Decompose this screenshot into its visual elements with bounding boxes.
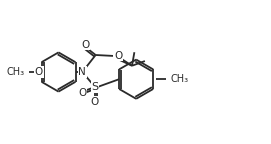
- Text: O: O: [34, 67, 43, 77]
- Text: O: O: [114, 51, 122, 61]
- Text: O: O: [91, 97, 99, 107]
- Text: CH₃: CH₃: [7, 67, 25, 76]
- Text: CH₃: CH₃: [170, 74, 189, 84]
- Text: O: O: [81, 40, 89, 50]
- Text: O: O: [78, 88, 86, 98]
- Text: S: S: [91, 82, 99, 92]
- Text: N: N: [79, 67, 86, 77]
